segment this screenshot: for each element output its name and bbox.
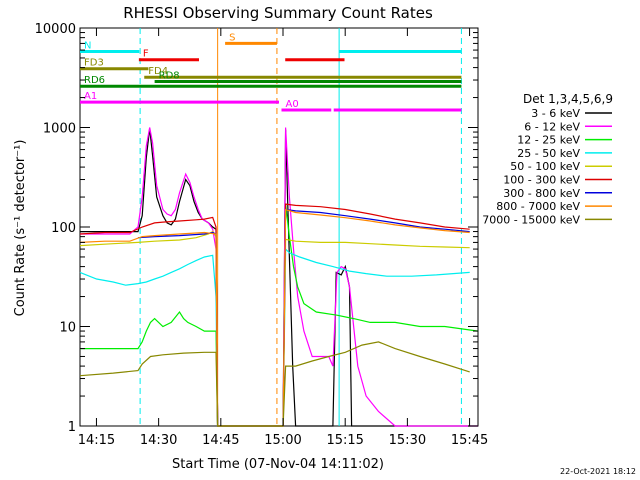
x-axis-label: Start Time (07-Nov-04 14:11:02) <box>172 457 384 472</box>
flag-label-a0: A0 <box>285 99 298 110</box>
timestamp: 22-Oct-2021 18:12 <box>560 467 636 476</box>
x-tick-label-4: 15:15 <box>326 433 363 448</box>
y-tick-label-1: 10 <box>59 321 76 336</box>
legend-label-25-50-kev: 25 - 50 keV <box>517 147 580 160</box>
legend-label-12-25-kev: 12 - 25 keV <box>517 134 580 147</box>
chart-title: RHESSI Observing Summary Count Rates <box>123 4 433 22</box>
series-group <box>79 127 479 427</box>
legend-label-3-6-kev: 3 - 6 keV <box>531 107 580 120</box>
x-tick-label-2: 14:45 <box>202 433 239 448</box>
legend-label-800-7000-kev: 800 - 7000 keV <box>496 200 580 213</box>
x-tick-label-0: 14:15 <box>78 433 115 448</box>
series-line-6-12-kev <box>80 127 478 427</box>
flag-label-n: N <box>84 41 91 52</box>
flag-label-fd3: FD3 <box>84 58 104 69</box>
y-tick-label-2: 100 <box>51 221 76 236</box>
y-tick-label-3: 1000 <box>43 122 76 137</box>
legend-label-100-300-kev: 100 - 300 keV <box>503 174 580 187</box>
legend-label-6-12-kev: 6 - 12 keV <box>524 120 580 133</box>
x-tick-label-6: 15:45 <box>451 433 488 448</box>
axes: 14:15 14:30 14:45 15:00 15:15 15:30 15:45 1 10 10… <box>35 22 489 448</box>
series-line-7000-15000-kev <box>79 341 470 427</box>
series-line-25-50-kev <box>79 247 470 427</box>
legend-label-50-100-kev: 50 - 100 keV <box>510 160 580 173</box>
series-line-50-100-kev <box>79 230 470 427</box>
flag-label-rd6: RD6 <box>84 75 105 86</box>
legend-label-7000-15000-kev: 7000 - 15000 keV <box>482 213 580 226</box>
legend-title: Det 1,3,4,5,6,9 <box>523 92 613 106</box>
y-tick-label-0: 1 <box>68 420 76 435</box>
flag-label-a1: A1 <box>84 91 97 102</box>
x-tick-label-5: 15:30 <box>389 433 426 448</box>
flag-label-f: F <box>143 49 149 60</box>
y-axis-label: Count Rate (s⁻¹ detector⁻¹) <box>13 140 28 317</box>
x-tick-label-3: 15:00 <box>264 433 301 448</box>
x-tick-label-1: 14:30 <box>140 433 177 448</box>
flag-bars: N F S FD3 FD4 RD6 RD8 A1 A0 <box>80 32 462 112</box>
legend-label-300-800-kev: 300 - 800 keV <box>503 187 580 200</box>
flag-label-fd4: FD4 <box>148 66 168 77</box>
y-tick-label-4: 10000 <box>35 22 76 37</box>
flag-label-s: S <box>229 32 235 43</box>
flag-label-rd8: RD8 <box>159 70 180 81</box>
